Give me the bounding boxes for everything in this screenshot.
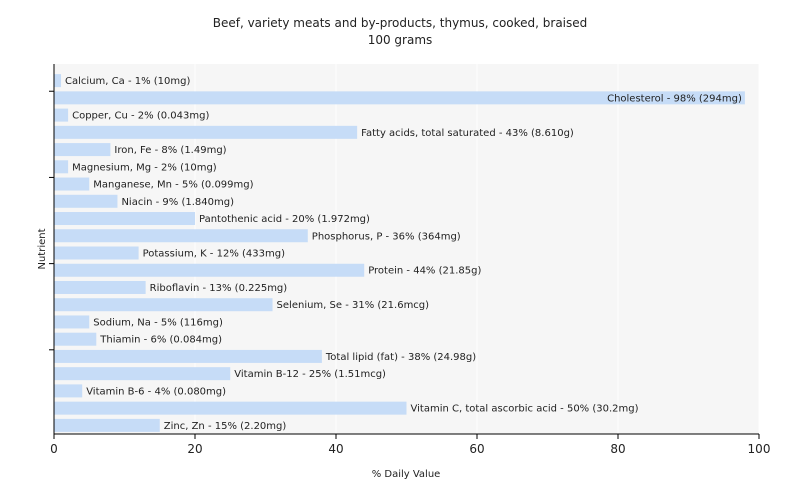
bar-label: Niacin - 9% (1.840mg) <box>121 197 234 208</box>
bar <box>54 160 69 174</box>
bar-labels: Calcium, Ca - 1% (10mg) Cholesterol - 98%… <box>65 76 742 432</box>
bar-label: Phosphorus, P - 36% (364mg) <box>312 231 461 242</box>
bar-label: Iron, Fe - 8% (1.49mg) <box>114 145 226 156</box>
x-tick-label: 100 <box>748 442 771 456</box>
bar <box>54 125 358 139</box>
bar <box>54 74 62 88</box>
bar <box>54 315 90 329</box>
x-tick-label: 20 <box>187 442 202 456</box>
bar <box>54 194 118 208</box>
bar <box>54 349 322 363</box>
bar-label: Vitamin B-12 - 25% (1.51mcg) <box>234 369 386 380</box>
bar-label: Selenium, Se - 31% (21.6mcg) <box>277 300 430 311</box>
bar <box>54 418 160 432</box>
chart-subtitle: 100 grams <box>368 33 433 47</box>
bar-label: Zinc, Zn - 15% (2.20mg) <box>164 421 287 432</box>
bar <box>54 280 146 294</box>
x-tick-label: 0 <box>50 442 58 456</box>
bar <box>54 246 139 260</box>
bar-label: Vitamin C, total ascorbic acid - 50% (30… <box>411 404 639 415</box>
x-tick-label: 60 <box>469 442 484 456</box>
bar-label: Protein - 44% (21.85g) <box>368 266 481 277</box>
bar-label: Thiamin - 6% (0.084mg) <box>99 335 222 346</box>
bar-label: Vitamin B-6 - 4% (0.080mg) <box>86 386 226 397</box>
bar-label: Copper, Cu - 2% (0.043mg) <box>72 111 209 122</box>
bar-label: Pantothenic acid - 20% (1.972mg) <box>199 214 370 225</box>
bar-label: Manganese, Mn - 5% (0.099mg) <box>93 180 253 191</box>
bar <box>54 263 365 277</box>
bar <box>54 298 273 312</box>
x-axis-title: % Daily Value <box>372 469 441 480</box>
bar-label: Total lipid (fat) - 38% (24.98g) <box>325 352 476 363</box>
chart-title: Beef, variety meats and by-products, thy… <box>213 16 588 30</box>
bar <box>54 108 69 122</box>
bar <box>54 367 231 381</box>
bar-label: Cholesterol - 98% (294mg) <box>607 93 742 104</box>
bar <box>54 229 308 243</box>
bar-label: Potassium, K - 12% (433mg) <box>143 249 285 260</box>
bars <box>54 74 745 432</box>
bar-label: Magnesium, Mg - 2% (10mg) <box>72 162 217 173</box>
bar <box>54 384 83 398</box>
bar-label: Fatty acids, total saturated - 43% (8.61… <box>361 128 574 139</box>
axes <box>49 64 759 435</box>
bar-label: Sodium, Na - 5% (116mg) <box>93 317 223 328</box>
bar-label: Riboflavin - 13% (0.225mg) <box>150 283 288 294</box>
x-tick-label: 40 <box>328 442 343 456</box>
bar <box>54 212 195 226</box>
bar <box>54 91 745 105</box>
x-tick-label: 80 <box>610 442 625 456</box>
x-ticks: 0 20 40 60 80 100 <box>50 434 770 456</box>
bar <box>54 177 90 191</box>
bar-label: Calcium, Ca - 1% (10mg) <box>65 76 190 87</box>
y-axis-title: Nutrient <box>37 228 48 269</box>
bar <box>54 143 111 157</box>
bar <box>54 401 407 415</box>
bar <box>54 332 97 346</box>
